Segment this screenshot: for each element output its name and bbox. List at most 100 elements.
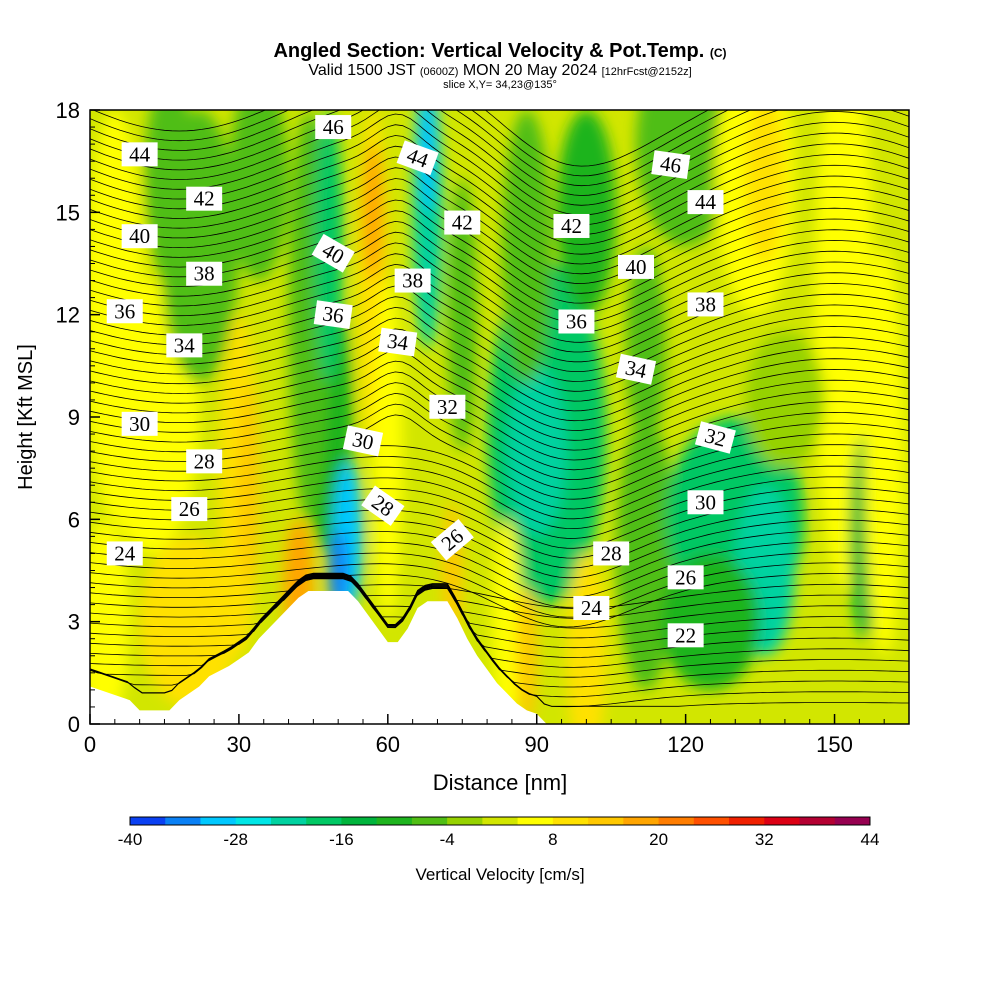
contour-label-box: [121, 224, 158, 249]
theta-contour-52: [90, 124, 909, 236]
colorbar-swatch-9: [447, 817, 483, 825]
theta-contour-23: [90, 454, 909, 520]
contour-label-text: 42: [561, 214, 582, 238]
colorbar-swatch-14: [623, 817, 660, 825]
x-tick-label: 90: [524, 732, 548, 757]
contour-label-box: [429, 394, 466, 419]
theta-contour-7: [90, 576, 909, 649]
contour-label-25: 38: [687, 292, 724, 317]
velocity-region-40: [144, 110, 195, 281]
theta-contour-35: [90, 306, 909, 402]
contour-label-box: [186, 186, 223, 211]
theta-contour-19: [90, 498, 909, 559]
theta-contour-9: [90, 577, 909, 629]
contour-label-text: 44: [695, 190, 717, 214]
theta-contour-18: [90, 508, 909, 569]
contour-label-box: [553, 213, 590, 238]
contour-label-24: 40: [618, 254, 654, 279]
contour-label-20: 26: [430, 519, 474, 561]
y-tick-label: 6: [68, 507, 80, 532]
colorbar-swatch-18: [764, 817, 801, 825]
theta-contour-16: [90, 530, 909, 589]
y-axis-label: Height [Kft MSL]: [15, 344, 37, 490]
contour-label-text: 28: [194, 449, 215, 473]
theta-contour-42: [90, 231, 909, 333]
contour-label-text: 30: [129, 412, 150, 436]
colorbar-swatch-16: [693, 817, 730, 825]
theta-contour-4: [90, 574, 909, 678]
contour-label-text: 40: [129, 224, 150, 248]
contour-labels: 44 42 40 38 36 34 30 28 26 24 46 44 42 40 38 36 34 32 30 28…: [106, 115, 736, 648]
colorbar-tick-label: -28: [223, 830, 248, 849]
colorbar-swatch-19: [799, 817, 836, 825]
contour-label-16: 34: [378, 327, 418, 357]
x-tick-label: 60: [376, 732, 400, 757]
theta-contour-25: [90, 414, 909, 500]
theta-contour-54: [90, 110, 909, 216]
theta-contour-36: [90, 296, 909, 392]
theta-contour-12: [90, 573, 909, 628]
y-tick-label: 3: [68, 610, 80, 635]
terrain: [90, 590, 909, 724]
theta-contour-27: [90, 392, 909, 481]
colorbar-swatch-13: [588, 817, 624, 825]
chart-title-main: Angled Section: Vertical Velocity & Pot.…: [273, 40, 704, 62]
theta-contour-21: [90, 476, 909, 539]
theta-contour-55: [90, 110, 909, 206]
valid-date: MON 20 May 2024: [463, 62, 597, 79]
contour-label-7: 28: [186, 449, 223, 474]
contour-label-17: 32: [429, 394, 466, 419]
theta-contour-50: [90, 145, 909, 255]
contour-label-text: 38: [402, 269, 423, 293]
potential-temperature-contours: [90, 110, 909, 708]
contour-label-box: [361, 485, 405, 526]
y-tick-label: 15: [56, 200, 80, 225]
contour-label-box: [573, 596, 610, 621]
theta-contour-5: [90, 575, 909, 668]
theta-contour-49: [90, 156, 909, 265]
contour-label-text: 42: [194, 187, 215, 211]
colorbar-swatch-1: [165, 817, 201, 825]
velocity-region-23: [501, 110, 552, 383]
contour-label-0: 44: [121, 142, 158, 167]
theta-contour-43: [90, 220, 909, 324]
contour-label-12: 42: [444, 210, 481, 235]
chart-subtitle: Valid 1500 JST (0600Z) MON 20 May 2024 […: [308, 62, 691, 79]
contour-label-30: 28: [593, 541, 630, 566]
contour-label-box: [186, 261, 223, 286]
contour-label-2: 40: [121, 224, 158, 249]
x-axis-label: Distance [nm]: [433, 770, 568, 795]
colorbar: -40 -28 -16 -4 8 20 32 44: [118, 816, 879, 849]
contour-label-text: 42: [452, 211, 473, 235]
theta-contour-40: [90, 253, 909, 353]
slice-info: slice X,Y= 34,23@135°: [443, 79, 557, 91]
contour-label-box: [615, 353, 657, 385]
theta-contour-34: [90, 317, 909, 412]
contour-label-6: 30: [121, 411, 158, 436]
contour-label-box: [171, 497, 208, 522]
theta-contour-58: [90, 110, 729, 177]
contour-label-box: [106, 299, 143, 324]
contour-label-box: [378, 327, 418, 357]
colorbar-tick-label: 20: [649, 830, 668, 849]
contour-label-box: [651, 150, 691, 179]
theta-contour-45: [90, 199, 909, 304]
theta-contour-8: [90, 576, 909, 639]
colorbar-tick-label: -40: [118, 830, 143, 849]
theta-contour-6: [90, 575, 909, 658]
contour-label-33: 22: [667, 623, 704, 648]
theta-contour-33: [90, 328, 909, 422]
contour-label-27: 34: [615, 353, 657, 385]
theta-contour-28: [90, 382, 909, 471]
contour-label-text: 46: [659, 151, 683, 178]
velocity-region-25: [492, 519, 522, 724]
y-tick-label: 9: [68, 405, 80, 430]
contour-label-text: 34: [386, 329, 411, 356]
velocity-region-24: [556, 110, 617, 315]
forecast-info: [12hrFcst@2152z]: [602, 66, 692, 78]
contour-label-box: [430, 519, 474, 561]
contour-label-3: 38: [186, 261, 223, 286]
contour-label-28: 32: [694, 421, 736, 454]
contour-label-box: [106, 541, 143, 566]
